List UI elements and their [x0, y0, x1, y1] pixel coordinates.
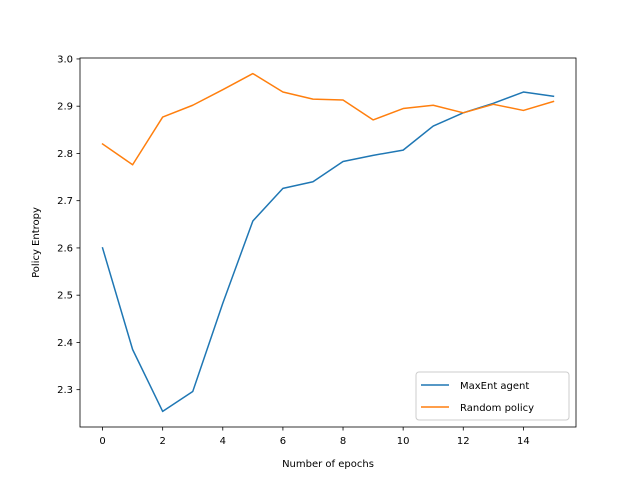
y-tick-label: 2.3 — [57, 385, 73, 396]
x-tick-label: 14 — [517, 436, 530, 447]
y-tick-label: 2.4 — [57, 338, 73, 349]
y-tick-label: 2.6 — [57, 243, 73, 254]
legend: MaxEnt agent Random policy — [415, 371, 570, 421]
x-axis: 0 2 4 6 8 10 12 14 — [99, 427, 530, 447]
y-tick-label: 3.0 — [57, 54, 73, 65]
legend-label-0: MaxEnt agent — [460, 381, 529, 392]
x-tick-label: 8 — [340, 436, 346, 447]
x-tick-label: 12 — [457, 436, 470, 447]
series-line-1 — [101, 72, 555, 166]
x-tick-label: 10 — [397, 436, 410, 447]
y-tick-label: 2.7 — [57, 196, 73, 207]
y-tick-label: 2.9 — [57, 102, 73, 113]
plot-frame — [79, 57, 577, 428]
series-layer — [101, 72, 555, 413]
y-axis: 2.3 2.4 2.5 2.6 2.7 2.8 2.9 3.0 — [57, 54, 80, 396]
legend-label-1: Random policy — [460, 403, 534, 414]
legend-box — [415, 371, 570, 421]
x-tick-label: 0 — [99, 436, 105, 447]
x-tick-label: 2 — [159, 436, 165, 447]
x-tick-label: 4 — [220, 436, 226, 447]
x-axis-label: Number of epochs — [282, 459, 374, 470]
x-tick-label: 6 — [280, 436, 286, 447]
y-axis-label: Policy Entropy — [31, 207, 42, 278]
y-tick-label: 2.5 — [57, 291, 73, 302]
y-tick-label: 2.8 — [57, 149, 73, 160]
plot-area — [80, 58, 576, 427]
